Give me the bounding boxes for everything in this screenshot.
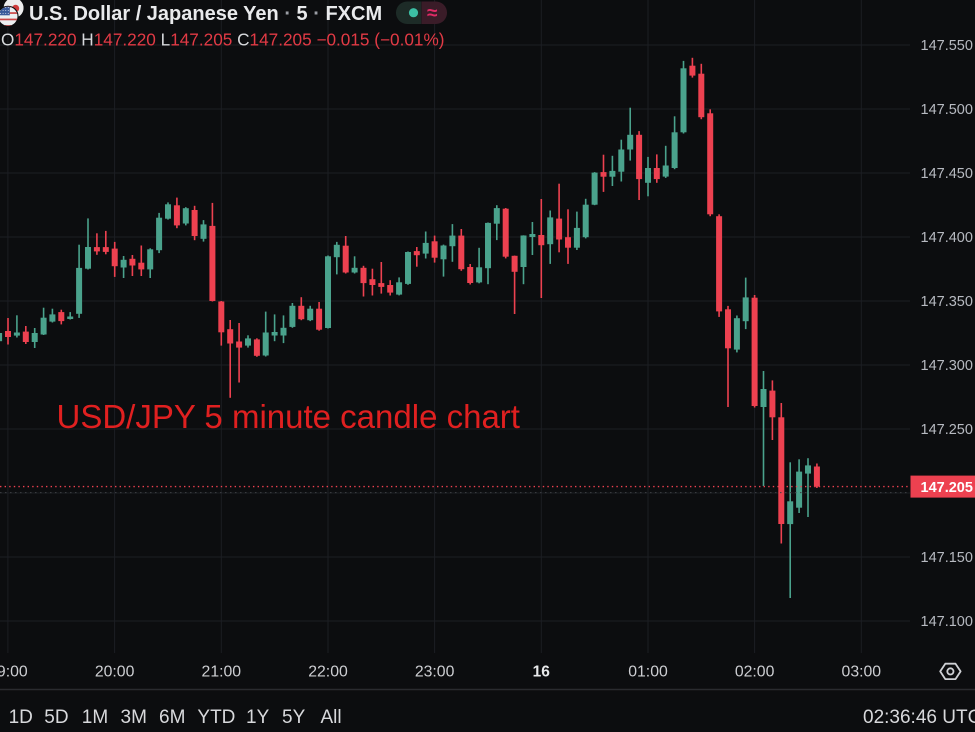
svg-text:147.150: 147.150 xyxy=(921,550,973,566)
svg-text:6M: 6M xyxy=(159,707,185,728)
svg-text:147.100: 147.100 xyxy=(921,614,973,630)
svg-text:3M: 3M xyxy=(121,707,147,728)
svg-text:147.550: 147.550 xyxy=(921,38,973,54)
svg-text:All: All xyxy=(321,707,342,728)
svg-text:USD/JPY 5 minute candle chart: USD/JPY 5 minute candle chart xyxy=(57,398,520,435)
svg-text:YTD: YTD xyxy=(197,707,235,728)
svg-text:147.400: 147.400 xyxy=(921,230,973,246)
svg-text:20:00: 20:00 xyxy=(95,664,135,681)
svg-text:5Y: 5Y xyxy=(282,707,306,728)
svg-text:U.S. Dollar / Japanese Yen · 5: U.S. Dollar / Japanese Yen · 5 · FXCM xyxy=(29,3,382,25)
svg-text:147.300: 147.300 xyxy=(921,358,973,374)
svg-text:147.205: 147.205 xyxy=(921,480,973,496)
svg-text:22:00: 22:00 xyxy=(308,664,348,681)
svg-text:16: 16 xyxy=(533,664,551,681)
svg-text:≈: ≈ xyxy=(427,3,438,24)
svg-text:147.350: 147.350 xyxy=(921,294,973,310)
svg-text:1D: 1D xyxy=(9,707,33,728)
svg-text:23:00: 23:00 xyxy=(415,664,455,681)
svg-text:1M: 1M xyxy=(82,707,108,728)
svg-text:5D: 5D xyxy=(44,707,68,728)
svg-text:147.250: 147.250 xyxy=(921,422,973,438)
svg-text:03:00: 03:00 xyxy=(842,664,882,681)
svg-text:19:00: 19:00 xyxy=(0,664,28,681)
svg-text:02:36:46 UTC: 02:36:46 UTC xyxy=(863,707,975,728)
svg-text:147.500: 147.500 xyxy=(921,102,973,118)
svg-text:1Y: 1Y xyxy=(246,707,270,728)
svg-text:01:00: 01:00 xyxy=(628,664,668,681)
svg-text:147.450: 147.450 xyxy=(921,166,973,182)
svg-text:02:00: 02:00 xyxy=(735,664,775,681)
svg-text:O147.220 H147.220 L147.205 C14: O147.220 H147.220 L147.205 C147.205 −0.0… xyxy=(1,30,444,50)
svg-text:21:00: 21:00 xyxy=(202,664,242,681)
